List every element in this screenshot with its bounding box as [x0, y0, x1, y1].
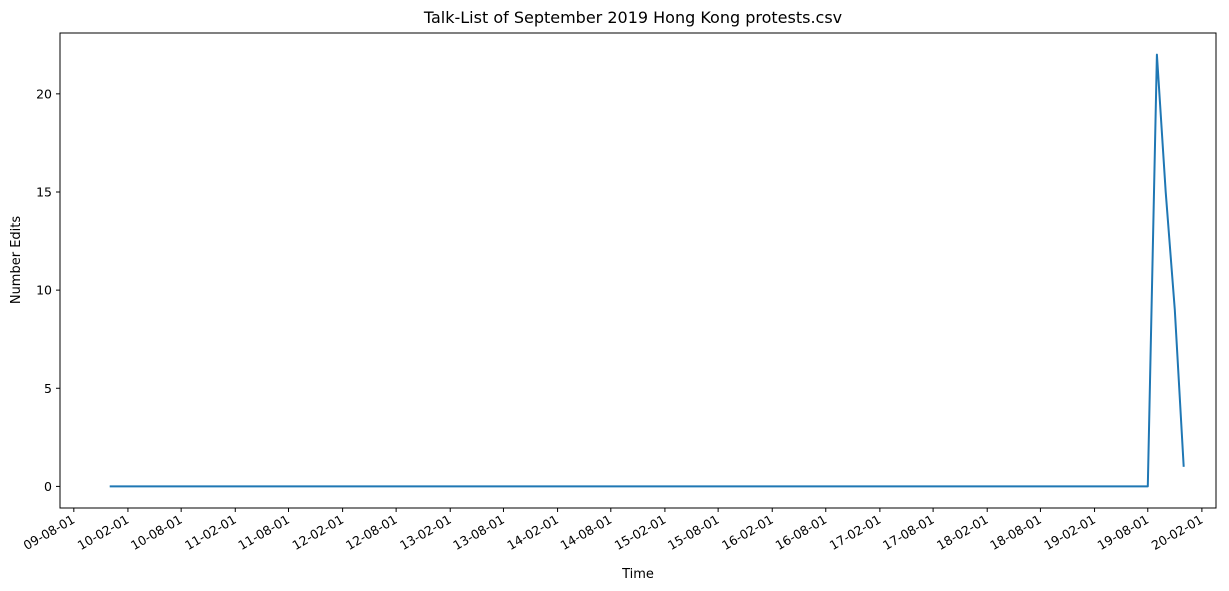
series-line-0 [109, 53, 1185, 488]
y-tick-label: 15 [36, 184, 52, 199]
plot-area [59, 32, 1217, 509]
y-tick-label: 5 [44, 381, 52, 396]
x-axis-label: Time [621, 567, 654, 582]
y-axis: 0 5 10 15 20 [36, 86, 60, 494]
y-axis-label: Number Edits [9, 216, 24, 305]
y-tick-label: 0 [44, 479, 52, 494]
y-tick-label: 20 [36, 86, 52, 101]
y-tick-label: 10 [36, 283, 52, 298]
axes-frame [59, 32, 1217, 509]
chart-title: Talk-List of September 2019 Hong Kong pr… [423, 8, 842, 27]
